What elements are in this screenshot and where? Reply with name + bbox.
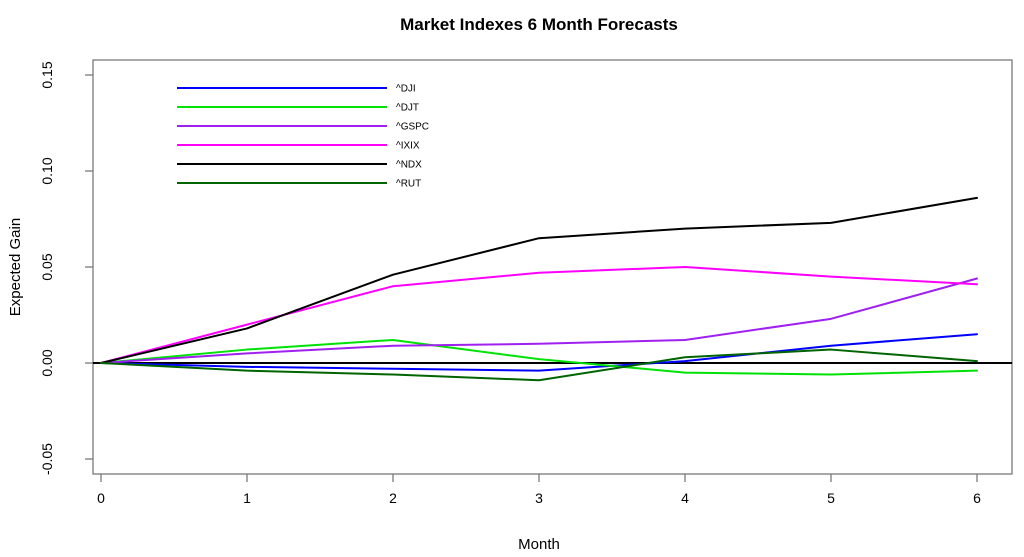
chart-title: Market Indexes 6 Month Forecasts	[400, 15, 678, 34]
x-tick-label: 2	[389, 490, 397, 506]
x-tick-label: 4	[681, 490, 689, 506]
series-line-GSPC	[100, 277, 978, 364]
y-tick-label: -0.05	[39, 443, 55, 475]
x-tick-label: 0	[97, 490, 105, 506]
y-tick-label: 0.05	[39, 253, 55, 280]
series-line-RUT	[100, 348, 978, 382]
legend-label-GSPC: ^GSPC	[396, 122, 429, 133]
legend-label-RUT: ^RUT	[396, 179, 421, 190]
plot-border	[92, 59, 1013, 475]
x-tick-label: 6	[973, 490, 981, 506]
legend-label-IXIX: ^IXIX	[396, 141, 420, 152]
series-line-IXIX	[100, 266, 978, 364]
legend-label-NDX: ^NDX	[396, 160, 422, 171]
x-tick-label: 5	[827, 490, 835, 506]
series-line-DJI	[100, 333, 978, 372]
y-tick-label: 0.00	[39, 349, 55, 376]
series-line-DJT	[100, 338, 978, 376]
y-axis-label: Expected Gain	[7, 218, 24, 316]
x-axis-label: Month	[518, 536, 560, 553]
y-tick-label: 0.10	[39, 157, 55, 184]
legend-label-DJI: ^DJI	[396, 84, 416, 95]
y-tick-label: 0.15	[39, 61, 55, 88]
series-line-NDX	[100, 196, 978, 364]
x-tick-label: 3	[535, 490, 543, 506]
x-tick-label: 1	[243, 490, 251, 506]
legend-label-DJT: ^DJT	[396, 103, 419, 114]
